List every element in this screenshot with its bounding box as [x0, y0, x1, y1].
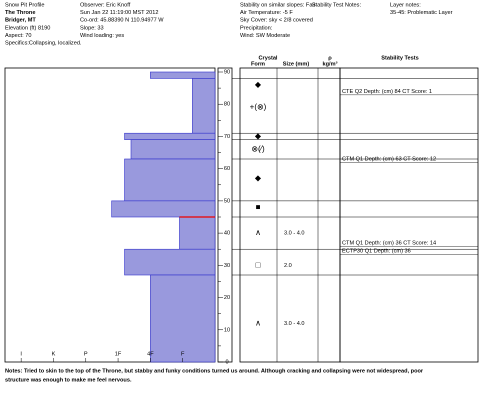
- crystal-form: ⊗(⁄): [251, 144, 265, 153]
- hardness-label: K: [52, 351, 56, 357]
- header-text: Slope: 33: [80, 25, 104, 31]
- depth-label: 90: [224, 69, 230, 75]
- hardness-label: I: [20, 351, 22, 357]
- tests-frame: [339, 67, 479, 363]
- depth-label: 30: [224, 263, 230, 269]
- col-head: Stability Tests: [381, 55, 419, 61]
- header-text: Elevation (ft) 8190: [5, 25, 50, 31]
- stability-test: CTM Q1 Depth: (cm) 36 CT Score: 14: [342, 240, 436, 246]
- header-text: Wind loading: yes: [80, 33, 124, 39]
- crystal-form: ∧: [255, 318, 261, 327]
- header-text: The Throne: [5, 10, 35, 16]
- crystal-form: ■: [256, 202, 261, 211]
- header-text: Stability on similar slopes: Fair: [240, 2, 316, 8]
- depth-frame: [217, 67, 233, 363]
- col-head: kg/m³: [323, 60, 338, 67]
- header-text: Sky Cover: sky < 2/8 covered: [240, 18, 313, 24]
- depth-label: 50: [224, 198, 230, 204]
- hardness-label: 1F: [115, 351, 122, 357]
- hardness-label: 4F: [147, 351, 154, 357]
- crystal-form: ◆: [255, 132, 262, 141]
- stability-test: ECTP30 Q1 Depth: (cm) 36: [342, 248, 411, 254]
- depth-label: 60: [224, 166, 230, 172]
- header-text: Precipitation:: [240, 25, 273, 31]
- header-text: Co-ord: 45.88390 N 110.94977 W: [80, 18, 164, 24]
- stability-test: CTE Q2 Depth: (cm) 84 CT Score: 1: [342, 89, 432, 95]
- hardness-bar: [124, 248, 216, 276]
- crystal-form: +(⊗): [250, 103, 267, 112]
- header-text: Specifics:Collapsing, localized.: [5, 40, 82, 46]
- hardness-bar: [192, 78, 216, 134]
- crystal-form: □: [256, 260, 261, 269]
- depth-label: 10: [224, 327, 230, 333]
- hardness-bar: [124, 158, 216, 202]
- col-head: ρ: [328, 55, 332, 61]
- hardness-bar: [150, 71, 216, 79]
- depth-label: 70: [224, 134, 230, 140]
- depth-label: 40: [224, 231, 230, 237]
- hardness-bar: [150, 274, 216, 363]
- header-text: Snow Pit Profile: [5, 2, 44, 8]
- notes: Notes: Tried to skin to the top of the T…: [5, 368, 424, 374]
- col-head: Size (mm): [283, 61, 310, 67]
- depth-label: 0: [225, 359, 228, 365]
- header-text: Stability Test Notes:: [312, 2, 361, 8]
- header-text: Layer notes:: [390, 2, 421, 8]
- header-text: Observer: Eric Knoff: [80, 2, 131, 8]
- crystal-form: ∧: [255, 228, 261, 237]
- header-text: 35-45: Problematic Layer: [390, 10, 453, 16]
- header-text: Wind: SW Moderate: [240, 33, 290, 39]
- stability-test: CTM Q1 Depth: (cm) 63 CT Score: 12: [342, 156, 436, 162]
- hardness-label: P: [84, 351, 88, 357]
- header-text: Sun Jan 22 11:19:00 MST 2012: [80, 10, 158, 16]
- hardness-bar: [179, 216, 216, 250]
- header-text: Aspect: 70: [5, 33, 31, 39]
- crystal-size: 2.0: [284, 263, 292, 269]
- crystal-form: ◆: [255, 173, 262, 182]
- col-head: Form: [251, 61, 265, 67]
- hardness-bar: [111, 200, 216, 218]
- hardness-bar: [124, 132, 216, 140]
- depth-label: 80: [224, 102, 230, 108]
- crystal-size: 3.0 - 4.0: [284, 321, 305, 327]
- crystal-size: 3.0 - 4.0: [284, 231, 305, 237]
- header-text: Bridger, MT: [5, 18, 36, 24]
- depth-label: 20: [224, 295, 230, 301]
- hardness-bar: [130, 139, 216, 160]
- notes: structure was enough to make me feel ner…: [5, 377, 132, 383]
- col-head: Crystal: [259, 55, 278, 61]
- hardness-label: F: [181, 351, 185, 357]
- crystal-form: ◆: [255, 80, 262, 89]
- header-text: Air Temperature: -5 F: [240, 10, 293, 16]
